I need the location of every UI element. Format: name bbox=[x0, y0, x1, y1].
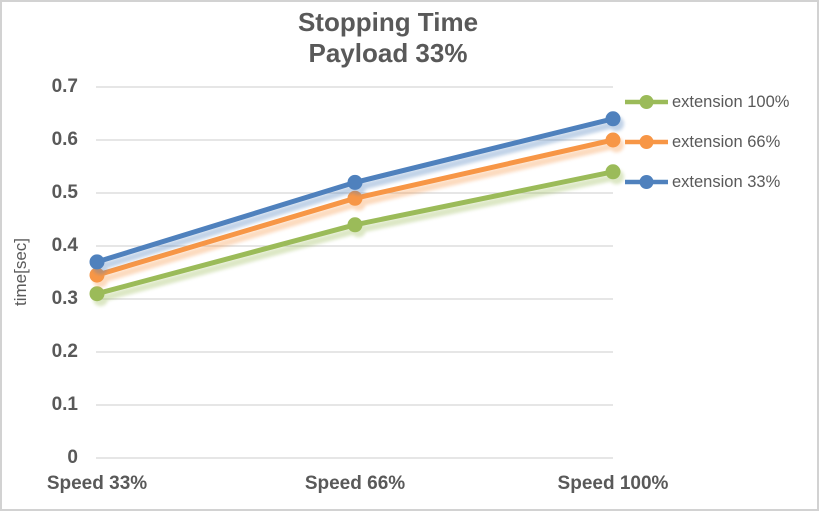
data-point-marker-extension-33-[interactable] bbox=[347, 174, 363, 190]
data-point-marker-extension-100-[interactable] bbox=[89, 286, 105, 302]
y-tick-label: 0 bbox=[67, 447, 78, 468]
legend-item-extension-100-[interactable]: extension 100% bbox=[623, 82, 817, 122]
legend-item-label: extension 66% bbox=[672, 132, 781, 151]
y-tick-label: 0.3 bbox=[51, 288, 78, 309]
legend-marker-icon bbox=[625, 175, 668, 189]
series-extension-100- bbox=[89, 164, 621, 302]
legend-item-extension-33-[interactable]: extension 33% bbox=[623, 162, 817, 202]
y-tick-label: 0.6 bbox=[51, 129, 78, 150]
legend-item-extension-66-[interactable]: extension 66% bbox=[623, 122, 817, 162]
chart-title-block: Stopping Time Payload 33% bbox=[2, 7, 774, 69]
x-category-label: Speed 66% bbox=[304, 473, 406, 494]
y-tick-label: 0.1 bbox=[51, 394, 78, 415]
y-tick-label: 0.7 bbox=[51, 76, 78, 97]
y-tick-label: 0.4 bbox=[51, 235, 78, 256]
data-point-marker-extension-33-[interactable] bbox=[605, 111, 621, 127]
x-category-label: Speed 33% bbox=[46, 473, 148, 494]
legend-item-label: extension 100% bbox=[672, 92, 790, 111]
data-point-marker-extension-33-[interactable] bbox=[89, 254, 105, 270]
legend-marker-icon bbox=[625, 135, 668, 149]
data-point-marker-extension-100-[interactable] bbox=[605, 164, 621, 180]
y-tick-label: 0.5 bbox=[51, 182, 78, 203]
series-extension-66- bbox=[89, 132, 621, 283]
series-extension-33- bbox=[89, 111, 621, 270]
data-point-marker-extension-100-[interactable] bbox=[347, 217, 363, 233]
series-layer bbox=[89, 111, 624, 307]
legend-marker-icon bbox=[625, 95, 668, 109]
y-tick-label: 0.2 bbox=[51, 341, 78, 362]
chart-subtitle: Payload 33% bbox=[308, 38, 468, 68]
series-shadow-line bbox=[97, 141, 620, 284]
chart-title: Stopping Time bbox=[297, 7, 479, 37]
data-point-marker-extension-66-[interactable] bbox=[605, 132, 621, 148]
x-category-label: Speed 100% bbox=[557, 473, 669, 494]
legend: extension 100% extension 66% extension 33% bbox=[623, 82, 817, 202]
series-shadow-extension-66- bbox=[93, 137, 624, 288]
legend-item-label: extension 33% bbox=[672, 172, 781, 191]
